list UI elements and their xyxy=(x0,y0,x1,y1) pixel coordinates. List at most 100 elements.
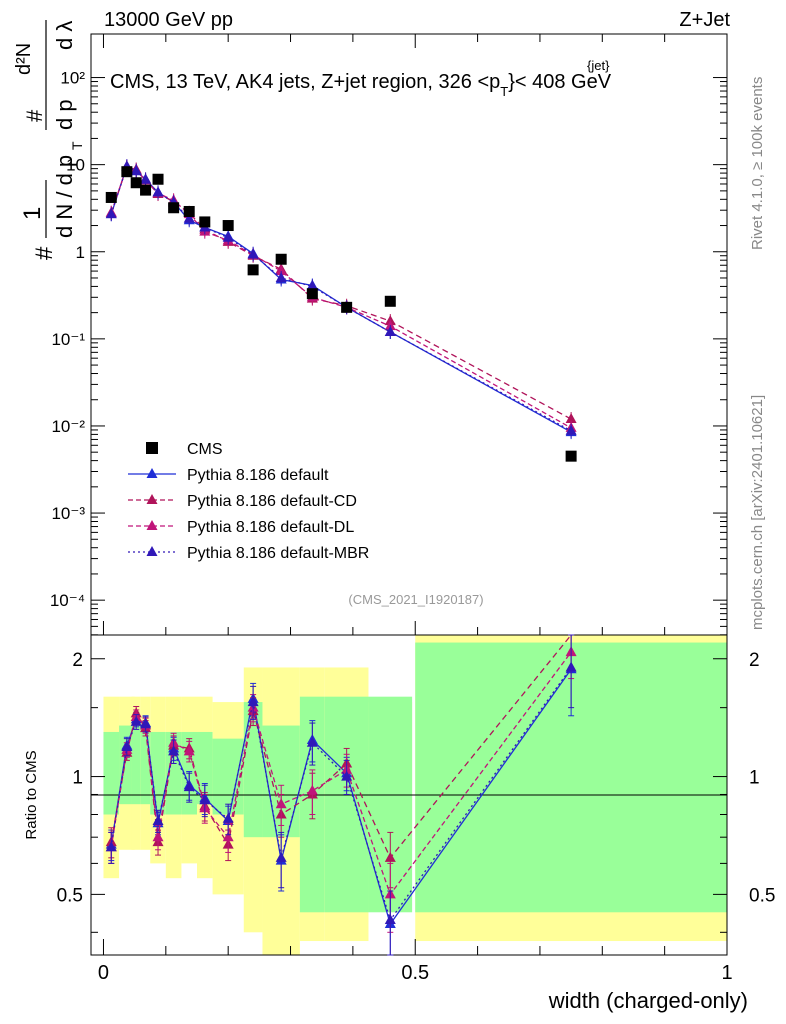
cms-data-point xyxy=(275,253,287,265)
legend-marker xyxy=(146,546,158,556)
header-energy-label: 13000 GeV pp xyxy=(104,9,233,31)
cms-data-point xyxy=(105,191,117,203)
band-inner xyxy=(103,731,120,815)
main-series xyxy=(105,159,577,440)
band-inner xyxy=(150,731,166,815)
y-label-one: 1 xyxy=(19,207,46,220)
ratio-point xyxy=(105,841,117,852)
cms-data-point xyxy=(306,288,318,300)
cms-data-point xyxy=(121,166,133,178)
ratio-axes: 0.5 0.5 1 1 2 2 0 0.5 1 xyxy=(57,650,776,984)
x-tick-label: 0 xyxy=(98,962,109,984)
ratio-line xyxy=(110,634,572,860)
ratio-point xyxy=(183,745,195,756)
ratio-point xyxy=(384,914,396,925)
series-point xyxy=(105,208,117,219)
ratio-point xyxy=(341,770,353,781)
legend-marker xyxy=(146,468,158,478)
mcplots-site-label: mcplots.cern.ch [arXiv:2401.10621] xyxy=(749,395,766,630)
cms-data-point xyxy=(247,264,259,276)
ratio-point xyxy=(306,736,318,747)
y-tick-label: 1 xyxy=(76,243,85,262)
ratio-point xyxy=(275,798,287,809)
cms-data-point xyxy=(565,450,577,462)
ratio-point xyxy=(222,831,234,842)
y-label-dN: d N / d p xyxy=(52,155,77,238)
band-inner xyxy=(212,738,244,815)
ratio-point xyxy=(130,715,142,726)
x-tick-label: 1 xyxy=(721,962,732,984)
cms-data-point xyxy=(341,301,353,313)
ratio-point xyxy=(275,851,287,862)
series-point xyxy=(306,280,318,291)
ratio-point xyxy=(168,745,180,756)
ratio-point xyxy=(247,696,259,707)
cms-data-point xyxy=(183,205,195,217)
ratio-tick-label-left: 1 xyxy=(72,768,83,789)
ratio-point xyxy=(306,784,318,795)
series-point xyxy=(130,164,142,175)
ratio-tick-label-right: 1 xyxy=(749,768,760,789)
x-tick-label: 0.5 xyxy=(401,962,429,984)
cms-data-point xyxy=(168,202,180,214)
cms-data-point xyxy=(384,295,396,307)
ratio-point xyxy=(152,814,164,825)
x-axis-label: width (charged-only) xyxy=(548,988,748,1013)
legend-marker xyxy=(146,494,158,504)
y-axis-label: # 1 d N / d p # T d²N d p d λ xyxy=(13,20,85,260)
legend-label: Pythia 8.186 default-MBR xyxy=(187,545,369,562)
band-inner xyxy=(197,731,213,805)
y-tick-label: 10² xyxy=(60,69,85,88)
y-tick-label: 10⁻¹ xyxy=(51,330,85,349)
legend-marker xyxy=(146,520,158,530)
ratio-point xyxy=(183,781,195,792)
analysis-watermark: (CMS_2021_I1920187) xyxy=(348,592,483,607)
plot-title-tail: }< 408 GeV xyxy=(508,71,612,93)
legend-label: Pythia 8.186 default-DL xyxy=(187,519,354,536)
legend-label: Pythia 8.186 default-CD xyxy=(187,493,357,510)
ratio-point xyxy=(565,661,577,672)
y-tick-label: 10⁻³ xyxy=(51,504,85,523)
cms-data-point xyxy=(152,173,164,185)
band-inner xyxy=(140,731,151,805)
band-inner xyxy=(119,725,135,805)
ratio-tick-label-right: 2 xyxy=(749,650,760,671)
series-point xyxy=(140,173,152,184)
cms-data-point xyxy=(140,184,152,196)
y-label-dp: d p xyxy=(52,99,77,130)
series-point xyxy=(565,424,577,435)
plot-title-sub: T xyxy=(500,84,508,99)
series-point xyxy=(222,231,234,242)
series-point xyxy=(565,413,577,424)
series-point xyxy=(275,265,287,276)
band-inner xyxy=(131,725,141,805)
plot-title: CMS, 13 TeV, AK4 jets, Z+jet region, 326… xyxy=(110,71,612,99)
band-inner xyxy=(324,696,369,913)
cms-data-points xyxy=(105,166,577,462)
ratio-point xyxy=(140,718,152,729)
header-process-label: Z+Jet xyxy=(679,9,730,31)
ratio-point xyxy=(199,794,211,805)
y-label-d2N: d²N xyxy=(13,43,35,75)
legend: CMS Pythia 8.186 default Pythia 8.186 defa… xyxy=(128,441,369,562)
main-axes: 10² 10 1 10⁻¹ 10⁻² 10⁻³ 10⁻⁴ xyxy=(50,34,728,636)
series-point xyxy=(247,248,259,259)
cms-data-point xyxy=(199,216,211,228)
ratio-series xyxy=(105,634,577,956)
y-tick-label: 10 xyxy=(66,156,85,175)
y-label-hash2: # xyxy=(22,109,47,122)
y-label-dl: d λ xyxy=(52,21,77,50)
legend-label: CMS xyxy=(187,441,223,458)
ratio-point xyxy=(222,812,234,823)
y-label-hash: # xyxy=(31,246,58,260)
cms-data-point xyxy=(130,177,142,189)
series-point xyxy=(275,271,287,282)
plot-title-main: CMS, 13 TeV, AK4 jets, Z+jet region, 326… xyxy=(110,71,500,93)
plot-title-sup: {jet} xyxy=(587,58,610,73)
ratio-tick-label-left: 2 xyxy=(72,650,83,671)
legend-label: Pythia 8.186 default xyxy=(187,467,329,484)
y-tick-label: 10⁻² xyxy=(51,417,85,436)
ratio-tick-label-right: 0.5 xyxy=(749,885,775,906)
ratio-point xyxy=(152,831,164,842)
